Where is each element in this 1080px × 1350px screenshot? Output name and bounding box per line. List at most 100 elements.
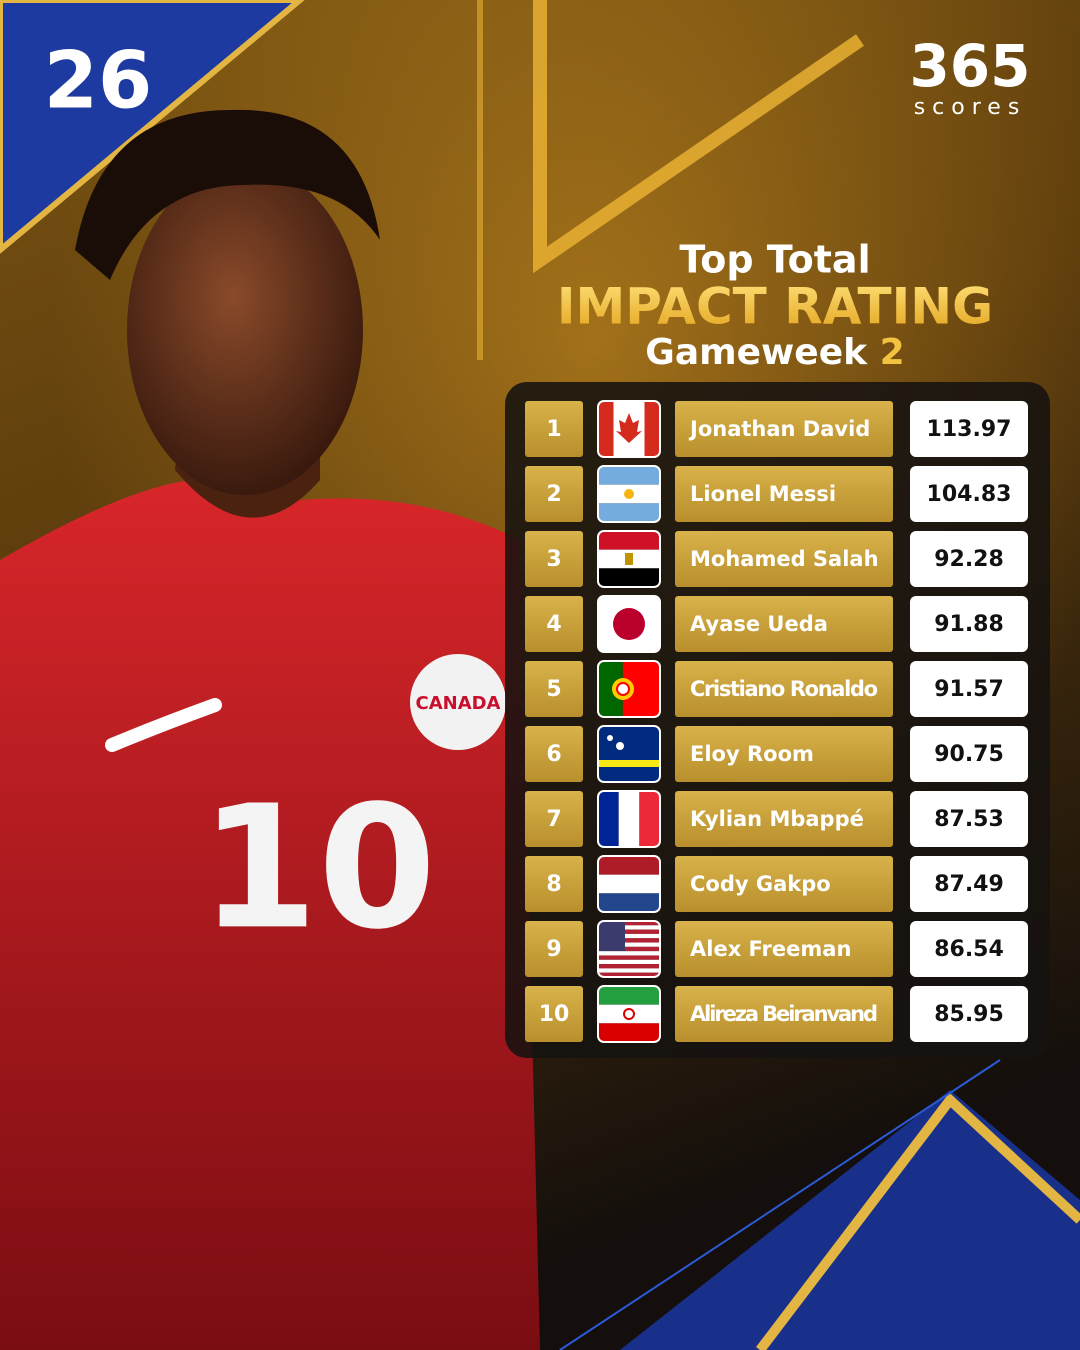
rating: 90.75 xyxy=(934,742,1004,767)
flag-stripe xyxy=(598,946,660,952)
flag-stripe xyxy=(598,986,660,1005)
player-name: Ayase Ueda xyxy=(690,612,828,636)
rank-cell xyxy=(525,401,583,457)
flag xyxy=(598,661,660,717)
rank: 4 xyxy=(546,612,561,637)
rating-cell xyxy=(910,401,1028,457)
crest xyxy=(410,654,506,750)
flag xyxy=(598,726,660,782)
flag-stripe xyxy=(598,1004,660,1024)
rating: 91.88 xyxy=(934,612,1004,637)
flag-disc xyxy=(613,608,645,640)
flag-sun xyxy=(624,489,634,499)
flag-stripe xyxy=(598,938,660,943)
flag-shield xyxy=(616,682,630,696)
flag-border xyxy=(597,530,661,588)
player-name: Alireza Beiranvand xyxy=(690,1002,878,1026)
rating-cell xyxy=(910,596,1028,652)
table-row: 6 Eloy Room 90.75 xyxy=(525,725,1028,783)
flag-border xyxy=(597,595,661,653)
rank-cell xyxy=(525,661,583,717)
flag-stripe xyxy=(598,929,660,934)
rating-cell xyxy=(910,466,1028,522)
rating: 92.28 xyxy=(934,547,1004,572)
flag-canton xyxy=(598,921,625,951)
name-cell xyxy=(675,661,893,717)
rank-cell xyxy=(525,921,583,977)
table-row: 4 Ayase Ueda 91.88 xyxy=(525,595,1028,653)
rank: 2 xyxy=(546,482,561,507)
table-row: 10 Alireza Beiranvand 85.95 xyxy=(525,985,1028,1043)
rating: 86.54 xyxy=(934,937,1004,962)
table-row: 8 Cody Gakpo 87.49 xyxy=(525,855,1028,913)
title-line3: Gameweek 2 xyxy=(645,332,904,373)
flag-border xyxy=(597,465,661,523)
flag-stripe xyxy=(598,531,660,550)
rank-cell xyxy=(525,986,583,1042)
flag-stripe xyxy=(598,955,660,960)
flag xyxy=(598,986,660,1042)
rank: 9 xyxy=(546,937,561,962)
name-cell xyxy=(675,401,893,457)
title-line1: Top Total xyxy=(679,238,870,282)
flag xyxy=(598,921,660,977)
rank-cell xyxy=(525,596,583,652)
flag-leaf xyxy=(616,413,642,443)
rank: 6 xyxy=(546,742,561,767)
flag xyxy=(598,531,660,587)
rank-cell xyxy=(525,791,583,847)
rank: 8 xyxy=(546,872,561,897)
rating: 104.83 xyxy=(927,482,1012,507)
flag-emblem xyxy=(623,1008,635,1020)
rank-cell xyxy=(525,466,583,522)
flag xyxy=(598,466,660,522)
flag-border xyxy=(597,855,661,913)
flag-stripe xyxy=(598,964,660,969)
flag-stripe xyxy=(598,466,660,485)
flag xyxy=(598,856,660,912)
flag-star xyxy=(616,742,624,750)
table-row: 7 Kylian Mbappé 87.53 xyxy=(525,790,1028,848)
name-cell xyxy=(675,791,893,847)
player-name: Jonathan David xyxy=(688,417,870,441)
player-name: Cristiano Ronaldo xyxy=(690,677,878,701)
rating-cell xyxy=(910,531,1028,587)
name-cell xyxy=(675,466,893,522)
rank: 5 xyxy=(546,677,561,702)
flag xyxy=(598,596,660,652)
rating-cell xyxy=(910,661,1028,717)
flag-stripe xyxy=(598,856,660,875)
flag-stripe xyxy=(598,951,660,956)
rating-cell xyxy=(910,921,1028,977)
rank-cell xyxy=(525,531,583,587)
flag-border xyxy=(597,660,661,718)
rank: 1 xyxy=(546,417,561,442)
flag-stripe xyxy=(644,401,660,457)
flag-stripe xyxy=(598,568,660,587)
flag-stripe xyxy=(598,503,660,522)
player-name: Mohamed Salah xyxy=(690,547,879,571)
flag-border xyxy=(597,920,661,978)
crest-text: CANADA xyxy=(415,693,500,714)
event-logo: 26 xyxy=(44,36,153,126)
player-hair xyxy=(75,109,380,280)
flag-stripe xyxy=(598,893,660,912)
table-row: 5 Cristiano Ronaldo 91.57 xyxy=(525,660,1028,718)
jersey-number: 10 xyxy=(200,769,437,967)
table-row: 1 Jonathan David 113.97 xyxy=(525,400,1028,458)
table-row: 3 Mohamed Salah 92.28 xyxy=(525,530,1028,588)
flag-stripe xyxy=(598,933,660,939)
rank: 3 xyxy=(546,547,561,572)
rating: 85.95 xyxy=(934,1002,1004,1027)
flag-border xyxy=(597,400,661,458)
rating-cell xyxy=(910,986,1028,1042)
flag-star xyxy=(607,735,613,741)
title-line2: IMPACT RATING xyxy=(557,278,993,336)
flag-stripe xyxy=(598,921,660,926)
table-row: 2 Lionel Messi 104.83 xyxy=(525,465,1028,523)
flag-border xyxy=(597,725,661,783)
gold-chevron-top xyxy=(533,0,864,274)
flag-stripe xyxy=(639,791,660,847)
